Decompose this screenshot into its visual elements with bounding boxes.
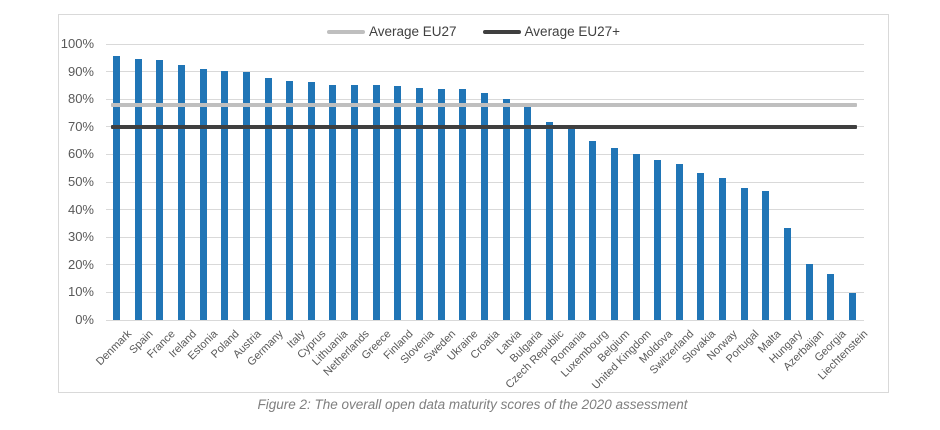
y-axis-tick-label: 70% [67, 118, 94, 134]
y-axis-tick-label: 90% [67, 63, 94, 79]
legend-line-icon [326, 29, 365, 34]
reference-line-average-eu27 [111, 124, 857, 129]
bar-hungary [784, 227, 792, 320]
bar-cyprus [307, 81, 315, 320]
bar-slovenia [416, 88, 424, 320]
y-axis: 100% 90% 80% 70% 60% 50% 40% 30% 20% 10% 0% [59, 36, 100, 327]
bar-lithuania [329, 84, 337, 320]
bar-bulgaria [524, 104, 532, 320]
bar-croatia [481, 92, 488, 320]
bar-luxembourg [589, 141, 597, 320]
bar-moldova [654, 159, 662, 320]
bar-romania [567, 128, 575, 320]
bar-czech-republic [545, 121, 553, 320]
gridline-100 [106, 43, 864, 45]
bar-portugal [740, 188, 748, 320]
bar-belgium [610, 148, 618, 320]
plot-area [106, 43, 864, 321]
bar-ukraine [459, 89, 467, 320]
bar-spain [134, 59, 142, 320]
legend-label: Average EU27+ [524, 24, 620, 39]
reference-line-average-eu27 [111, 102, 857, 107]
bar-sweden [437, 88, 445, 320]
y-axis-tick-label: 0% [75, 312, 94, 327]
y-axis-tick-label: 30% [67, 229, 94, 245]
y-axis-tick-label: 50% [67, 174, 94, 189]
chart-legend: Average EU27 Average EU27+ [59, 24, 888, 39]
y-axis-tick-label: 80% [67, 91, 94, 107]
bar-slovakia [697, 172, 705, 320]
bar-switzerland [675, 164, 683, 320]
bar-georgia [827, 274, 835, 320]
bar-estonia [199, 68, 207, 320]
x-axis: Denmark Spain France Ireland Estonia Poland Au… [94, 322, 870, 392]
legend-label: Average EU27 [368, 24, 457, 39]
bar-italy [286, 80, 294, 320]
bar-germany [264, 78, 272, 320]
bar-united-kingdom [632, 154, 640, 320]
bar-greece [372, 85, 380, 320]
y-axis-tick-label: 40% [67, 201, 94, 217]
bar-malta [762, 190, 770, 320]
bar-france [156, 60, 164, 320]
bar-latvia [502, 98, 510, 320]
bar-liechtenstein [849, 292, 856, 320]
bar-ireland [177, 64, 185, 320]
legend-line-icon [482, 29, 521, 34]
y-axis-tick-label: 60% [67, 146, 94, 162]
legend-item-average-eu27: Average EU27 [326, 24, 457, 39]
bar-norway [719, 178, 727, 320]
bar-azerbaijan [805, 264, 813, 320]
bar-austria [242, 72, 250, 320]
legend-item-average-eu27: Average EU27+ [482, 24, 620, 39]
bar-poland [221, 71, 229, 320]
y-axis-tick-label: 20% [67, 256, 94, 272]
bar-denmark [113, 55, 120, 320]
y-axis-tick-label: 100% [60, 36, 94, 51]
gridline-0 [106, 319, 864, 321]
figure-caption: Figure 2: The overall open data maturity… [257, 397, 688, 412]
bar-finland [394, 85, 402, 320]
gridline-90 [106, 71, 864, 73]
chart-frame: Average EU27 Average EU27+ 100% 90% 80% 70% 6… [58, 14, 889, 393]
y-axis-tick-label: 10% [67, 284, 94, 300]
bar-netherlands [351, 85, 359, 320]
